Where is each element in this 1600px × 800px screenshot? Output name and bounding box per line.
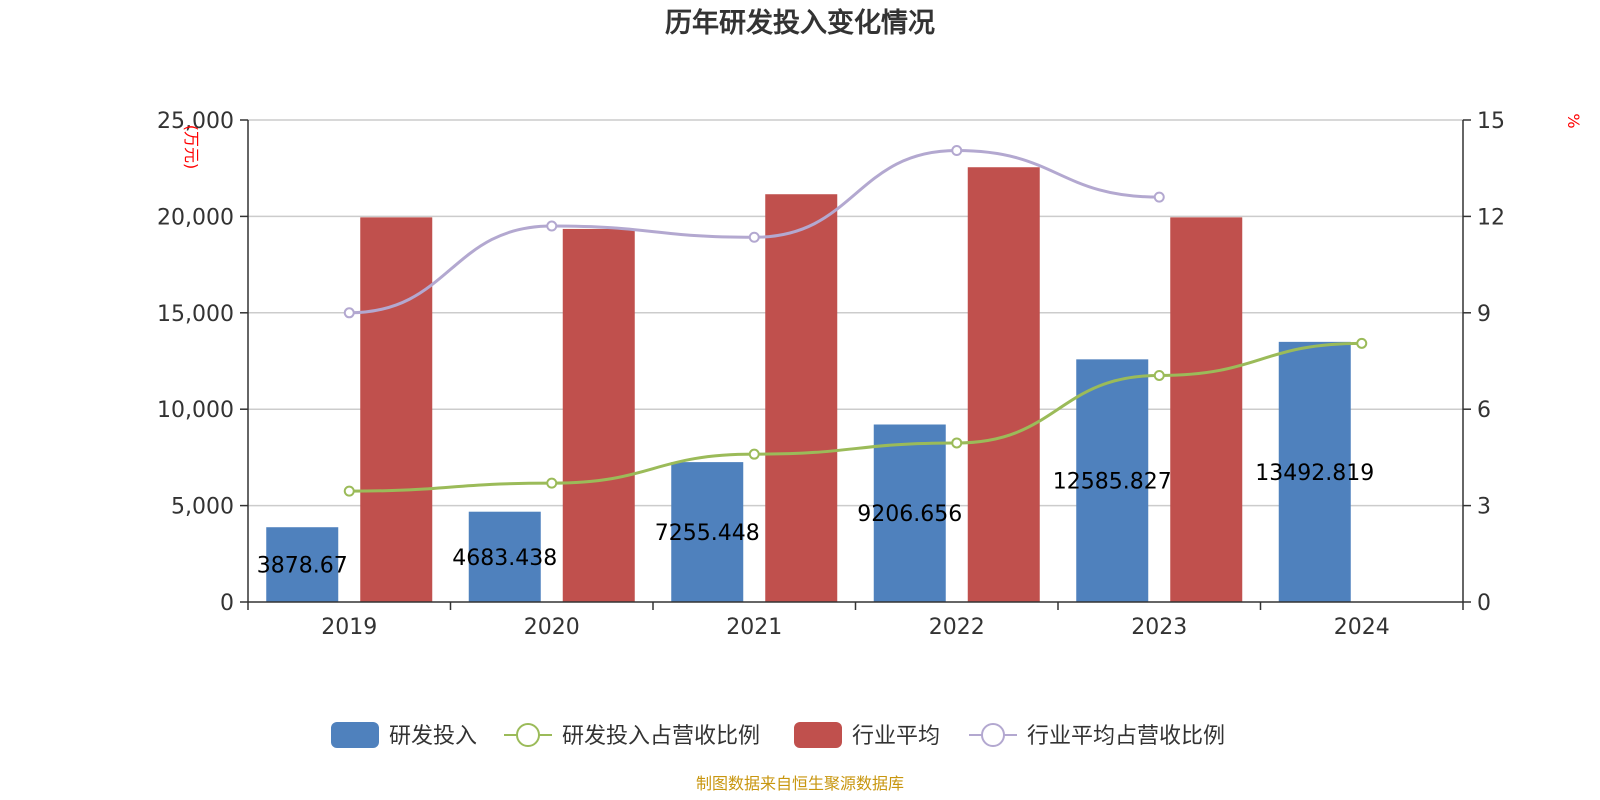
line-industry-ratio-point [343, 307, 355, 319]
y-right-tick-label: 6 [1477, 398, 1491, 423]
legend-label: 行业平均 [852, 724, 940, 749]
lines-layer [343, 145, 1368, 497]
line-rd-ratio-point [343, 485, 355, 497]
y-left-tick-label: 5,000 [171, 495, 234, 520]
legend-label: 行业平均占营收比例 [1027, 724, 1225, 749]
bar-rd-investment [266, 527, 339, 602]
line-industry-ratio-point [951, 145, 963, 157]
legend-item: 行业平均 [794, 722, 940, 749]
y-left-unit-label: (万元) [182, 125, 201, 170]
bar-industry-average [967, 167, 1040, 602]
data-label: 9206.656 [857, 502, 962, 527]
x-tick-label: 2020 [524, 615, 580, 640]
legend-bar-swatch-icon [794, 722, 842, 748]
y-right-tick-label: 15 [1477, 109, 1505, 134]
data-label: 13492.819 [1255, 461, 1374, 486]
legend-item: 行业平均占营收比例 [969, 723, 1225, 749]
bars-layer [266, 167, 1351, 602]
x-tick-label: 2022 [929, 615, 985, 640]
chart-title: 历年研发投入变化情况 [665, 7, 935, 39]
bar-industry-average [562, 228, 635, 602]
line-rd-ratio-point [546, 477, 558, 489]
legend-marker-icon [981, 723, 1005, 747]
line-industry-ratio-point [1153, 191, 1165, 203]
grid-layer [248, 119, 1463, 507]
x-tick-label: 2024 [1334, 615, 1390, 640]
line-industry-ratio-point [546, 220, 558, 232]
line-industry-ratio-point [748, 231, 760, 243]
y-right-tick-label: 3 [1477, 495, 1491, 520]
line-rd-ratio-point [1356, 337, 1368, 349]
legend-item: 研发投入 [331, 722, 477, 749]
source-note: 制图数据来自恒生聚源数据库 [696, 774, 904, 793]
line-rd-ratio [349, 341, 1362, 493]
x-tick-label: 2019 [321, 615, 377, 640]
legend-label: 研发投入 [389, 724, 477, 749]
y-left-tick-label: 10,000 [157, 398, 234, 423]
data-labels-layer: 3878.67 4683.438 7255.448 9206.656 12585.827… [257, 461, 1374, 579]
bar-industry-average [765, 194, 838, 602]
legend-bar-swatch-icon [331, 722, 379, 748]
y-right-tick-label: 0 [1477, 591, 1491, 616]
x-tick-label: 2021 [726, 615, 782, 640]
data-label: 4683.438 [452, 546, 557, 571]
x-tick-label: 2023 [1131, 615, 1187, 640]
line-rd-ratio-point [748, 448, 760, 460]
y-left-tick-label: 15,000 [157, 302, 234, 327]
line-rd-ratio-point [1153, 369, 1165, 381]
y-left-tick-label: 20,000 [157, 205, 234, 230]
bar-rd-investment [671, 462, 744, 602]
bar-industry-average [1170, 217, 1243, 602]
y-right-unit-label: % [1564, 113, 1583, 128]
bar-rd-investment [468, 511, 541, 602]
line-rd-ratio-point [951, 437, 963, 449]
bar-rd-investment [1076, 359, 1149, 602]
axes-layer: 0 5,000 10,000 15,000 20,000 25,000 0 3 6 9 12 15 (万… [157, 109, 1583, 640]
y-right-tick-label: 9 [1477, 302, 1491, 327]
data-label: 3878.67 [257, 554, 348, 579]
legend-marker-icon [516, 723, 540, 747]
bar-rd-investment [873, 424, 946, 602]
data-label: 12585.827 [1053, 470, 1172, 495]
legend-label: 研发投入占营收比例 [562, 724, 760, 749]
y-left-tick-label: 25,000 [157, 109, 234, 134]
bar-industry-average [360, 217, 433, 602]
data-label: 7255.448 [655, 521, 760, 546]
y-right-tick-label: 12 [1477, 205, 1505, 230]
legend-item: 研发投入占营收比例 [504, 723, 760, 749]
bar-rd-investment [1278, 341, 1351, 602]
legend: 研发投入 研发投入占营收比例 行业平均 行业平均占营收比例 [331, 722, 1225, 749]
y-left-tick-label: 0 [220, 591, 234, 616]
